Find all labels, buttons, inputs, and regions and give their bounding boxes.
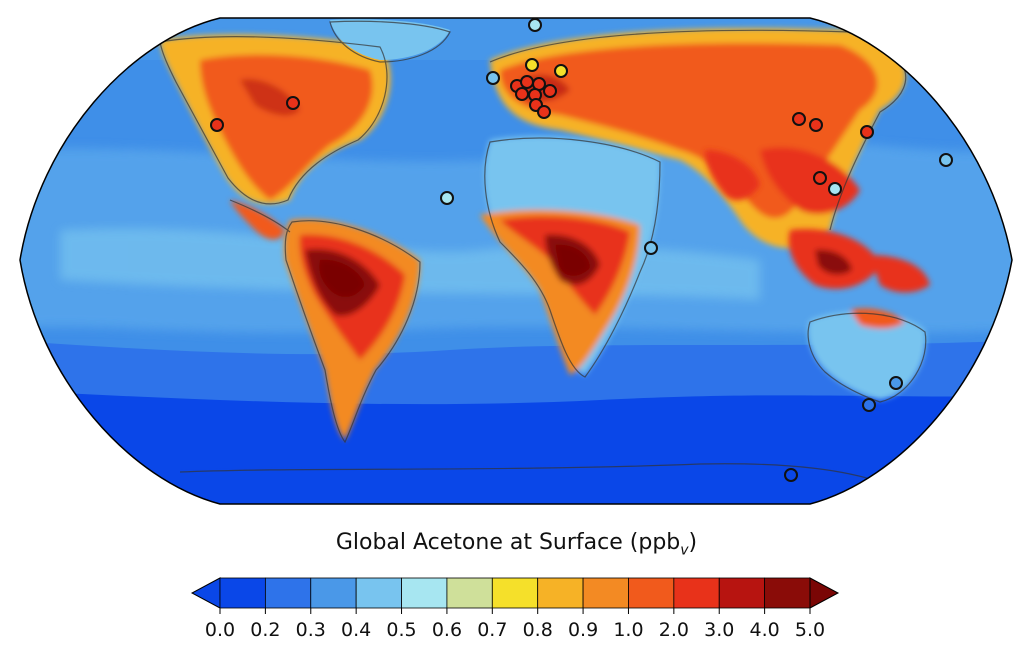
site-marker (210, 118, 224, 132)
colorbar-tick-label: 0.0 (205, 619, 235, 641)
colorbar-title-close: ) (688, 530, 698, 555)
colorbar-segment (446, 577, 493, 609)
site-marker (554, 64, 568, 78)
site-marker (792, 112, 806, 126)
map-field (20, 18, 1012, 504)
site-marker (809, 118, 823, 132)
colorbar-tick-label: 5.0 (795, 619, 825, 641)
antarctica (180, 461, 880, 504)
colorbar-tick-label: 0.2 (250, 619, 280, 641)
colorbar-title: Global Acetone at Surface (ppbv) (0, 530, 1033, 558)
colorbar-under-triangle (190, 577, 221, 609)
colorbar-tick-label: 4.0 (750, 619, 780, 641)
site-marker (939, 153, 953, 167)
colorbar-segment (718, 577, 766, 609)
colorbar-segment (628, 577, 675, 609)
map-outline (19, 17, 1013, 505)
colorbar-title-main: Global Acetone at Surface (ppb (335, 530, 681, 555)
site-marker (543, 84, 557, 98)
colorbar-tick-label: 2.0 (659, 619, 689, 641)
colorbar-tick-label: 0.5 (386, 619, 416, 641)
site-marker (860, 125, 874, 139)
colorbar: 0.0 0.2 0.3 0.4 0.5 0.6 0.7 0.8 0.9 1.0 2.0 3.0 4.0 5… (190, 577, 840, 641)
colorbar-segment (219, 577, 266, 609)
colorbar-tick-label: 0.8 (523, 619, 553, 641)
colorbar-segment (673, 577, 720, 609)
colorbar-tick-label: 0.4 (341, 619, 371, 641)
colorbar-segment (355, 577, 402, 609)
colorbar-segment (264, 577, 312, 609)
colorbar-tick-label: 0.6 (432, 619, 462, 641)
site-marker (486, 71, 500, 85)
colorbar-segment (537, 577, 584, 609)
site-marker (784, 468, 798, 482)
greenland (330, 19, 450, 60)
site-marker (813, 171, 827, 185)
colorbar-ticks: 0.0 0.2 0.3 0.4 0.5 0.6 0.7 0.8 0.9 1.0 2.0 3.0 4.0 5… (205, 608, 825, 641)
site-marker (644, 241, 658, 255)
site-marker (828, 182, 842, 196)
southeast-asia (788, 229, 930, 293)
colorbar-segment (310, 577, 357, 609)
eurasia (490, 28, 906, 249)
colorbar-tick-label: 0.9 (568, 619, 598, 641)
site-marker (537, 105, 551, 119)
site-marker (286, 96, 300, 110)
site-marker (862, 398, 876, 412)
india (705, 150, 760, 201)
site-marker (440, 191, 454, 205)
colorbar-tick-label: 1.0 (613, 619, 643, 641)
site-marker (528, 18, 542, 32)
colorbar-segment (582, 577, 629, 609)
site-marker (525, 58, 539, 72)
colorbar-over-triangle (809, 577, 840, 609)
acetone-map (19, 17, 1013, 505)
site-marker (515, 87, 529, 101)
colorbar-segment (764, 577, 811, 609)
site-marker (520, 75, 534, 89)
observation-sites (210, 18, 953, 482)
colorbar-title-sub: v (680, 542, 689, 559)
africa (480, 136, 660, 375)
colorbar-tick-label: 0.7 (477, 619, 507, 641)
colorbar-segment (401, 577, 448, 609)
north-america (160, 34, 391, 240)
colorbar-tick-label: 0.3 (296, 619, 326, 641)
colorbar-tick-label: 3.0 (704, 619, 734, 641)
site-marker (889, 376, 903, 390)
colorbar-segment (491, 577, 539, 609)
south-america (284, 219, 420, 440)
colorbar-segments (190, 577, 840, 609)
